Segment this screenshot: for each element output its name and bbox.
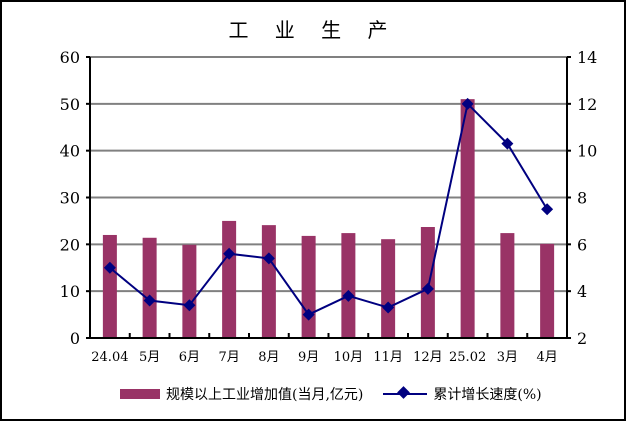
legend-bar-swatch — [120, 389, 160, 399]
x-tick-label: 10月 — [334, 350, 364, 365]
x-tick-label: 7月 — [218, 350, 239, 365]
right-tick-label: 6 — [577, 235, 587, 254]
x-tick-label: 6月 — [179, 350, 200, 365]
bar — [381, 239, 396, 338]
growth-marker — [342, 289, 355, 302]
legend-line-swatch-icon — [383, 386, 428, 400]
left-tick-label: 20 — [60, 235, 80, 254]
right-tick-label: 14 — [577, 48, 597, 67]
left-tick-label: 40 — [60, 142, 80, 161]
x-tick-label: 5月 — [139, 350, 160, 365]
growth-marker — [382, 301, 395, 314]
right-tick-label: 8 — [577, 189, 587, 208]
x-tick-label: 9月 — [298, 350, 319, 365]
growth-marker — [103, 261, 116, 274]
growth-line — [109, 101, 548, 316]
bar — [142, 237, 157, 338]
bar — [102, 234, 117, 338]
bar — [261, 225, 276, 338]
right-tick-label: 10 — [577, 142, 597, 161]
growth-marker — [461, 97, 474, 110]
bar — [500, 233, 515, 338]
legend-bar-label: 规模以上工业增加值(当月,亿元) — [166, 387, 364, 403]
bar — [222, 220, 237, 338]
x-tick-label: 25.02 — [449, 350, 486, 365]
x-tick-label: 4月 — [536, 350, 557, 365]
bar — [341, 233, 356, 338]
bar — [182, 244, 197, 338]
growth-marker — [143, 294, 156, 307]
x-tick-label: 12月 — [413, 350, 443, 365]
growth-marker — [183, 299, 196, 312]
bar — [420, 227, 435, 338]
legend: 规模以上工业增加值(当月,亿元) 累计增长速度(%) — [120, 384, 542, 404]
growth-marker — [262, 252, 275, 265]
left-tick-label: 10 — [60, 282, 80, 301]
bar — [540, 243, 555, 338]
growth-marker — [223, 247, 236, 260]
growth-marker — [501, 137, 514, 150]
growth-marker — [541, 203, 554, 216]
x-tick-label: 11月 — [373, 350, 403, 365]
left-tick-label: 0 — [70, 329, 80, 348]
left-tick-label: 60 — [60, 48, 80, 67]
growth-marker — [421, 282, 434, 295]
bar — [460, 99, 475, 339]
chart-title: 工 业 生 产 — [228, 18, 398, 42]
bar — [301, 235, 316, 338]
x-tick-label: 3月 — [497, 350, 518, 365]
left-tick-label: 50 — [60, 95, 80, 114]
x-tick-label: 24.04 — [91, 350, 128, 365]
x-tick-label: 8月 — [258, 350, 279, 365]
right-tick-label: 12 — [577, 95, 597, 114]
growth-marker — [302, 308, 315, 321]
legend-line-label: 累计增长速度(%) — [433, 387, 542, 403]
right-tick-label: 2 — [577, 329, 587, 348]
right-tick-label: 4 — [577, 282, 587, 301]
left-tick-label: 30 — [60, 189, 80, 208]
